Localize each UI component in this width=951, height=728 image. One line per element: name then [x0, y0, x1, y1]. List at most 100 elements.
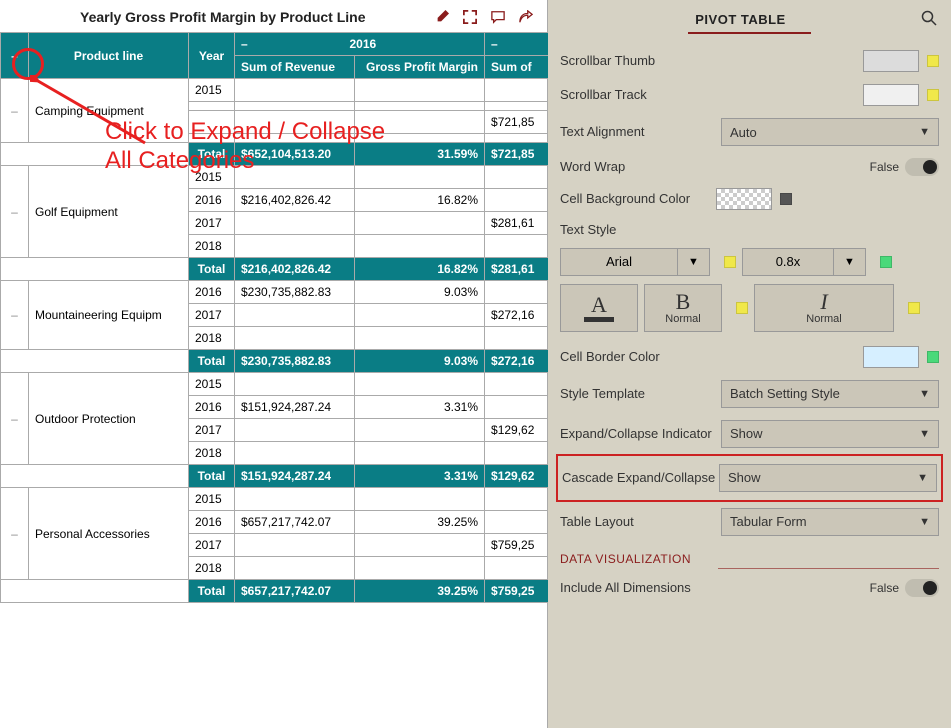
scroll-track-swatch[interactable] — [863, 84, 919, 106]
revenue-cell — [235, 79, 355, 102]
prop-scrollbar-thumb: Scrollbar Thumb — [548, 44, 951, 78]
gpm-cell — [355, 488, 485, 511]
revenue-cell — [235, 557, 355, 580]
revenue2-cell — [485, 373, 549, 396]
row-expand-toggle[interactable]: – — [1, 281, 29, 350]
total-gpm: 39.25% — [355, 580, 485, 603]
prop-border-color: Cell Border Color — [548, 340, 951, 374]
row-expand-toggle[interactable]: – — [1, 79, 29, 143]
row-expand-toggle[interactable]: – — [1, 373, 29, 465]
expand-indicator-dropdown[interactable]: Show▼ — [721, 420, 939, 448]
col-sum-revenue-2[interactable]: Sum of — [485, 56, 549, 79]
year-cell: 2018 — [189, 557, 235, 580]
gpm-cell — [355, 304, 485, 327]
chart-title: Yearly Gross Profit Margin by Product Li… — [80, 9, 425, 25]
year-cell: 2017 — [189, 212, 235, 235]
revenue-cell — [235, 102, 355, 111]
col-sum-revenue[interactable]: Sum of Revenue — [235, 56, 355, 79]
chevron-down-icon: ▼ — [834, 248, 866, 276]
chevron-down-icon: ▼ — [919, 126, 930, 138]
chevron-down-icon: ▼ — [919, 516, 930, 528]
table-layout-dropdown[interactable]: Tabular Form▼ — [721, 508, 939, 536]
revenue2-cell: $721,85 — [485, 111, 549, 134]
status-square — [736, 302, 748, 314]
word-wrap-toggle[interactable] — [905, 158, 939, 176]
style-template-dropdown[interactable]: Batch Setting Style▼ — [721, 380, 939, 408]
revenue2-cell: $272,16 — [485, 304, 549, 327]
fullscreen-icon[interactable] — [459, 6, 481, 28]
cascade-dropdown[interactable]: Show▼ — [719, 464, 937, 492]
revenue2-cell — [485, 79, 549, 102]
col-product-line[interactable]: Product line — [29, 33, 189, 79]
col-year[interactable]: Year — [189, 33, 235, 79]
panel-underline — [688, 32, 811, 34]
product-line-cell: Camping Equipment — [29, 79, 189, 143]
properties-panel: PIVOT TABLE Scrollbar Thumb Scrollbar Tr… — [548, 0, 951, 728]
cell-bg-swatch[interactable] — [716, 188, 772, 210]
font-style-button[interactable]: INormal — [754, 284, 894, 332]
gpm-cell — [355, 111, 485, 134]
include-all-toggle[interactable] — [905, 579, 939, 597]
revenue2-cell — [485, 134, 549, 143]
share-icon[interactable] — [515, 6, 537, 28]
font-color-button[interactable]: A — [560, 284, 638, 332]
prop-text-alignment: Text Alignment Auto▼ — [548, 112, 951, 152]
revenue2-cell — [485, 488, 549, 511]
row-expand-toggle[interactable]: – — [1, 166, 29, 258]
prop-expand-indicator: Expand/Collapse Indicator Show▼ — [548, 414, 951, 454]
year-cell: 2017 — [189, 304, 235, 327]
row-expand-toggle[interactable]: – — [1, 488, 29, 580]
total-gpm: 9.03% — [355, 350, 485, 373]
chevron-down-icon: ▼ — [678, 248, 710, 276]
section-rule — [718, 568, 939, 569]
font-size-dropdown[interactable]: 0.8x▼ — [742, 248, 866, 276]
edit-icon[interactable] — [431, 6, 453, 28]
revenue-cell — [235, 419, 355, 442]
revenue2-cell — [485, 442, 549, 465]
gpm-cell — [355, 166, 485, 189]
revenue-cell — [235, 327, 355, 350]
total-revenue: $230,735,882.83 — [235, 350, 355, 373]
revenue-cell — [235, 235, 355, 258]
gpm-cell — [355, 235, 485, 258]
revenue2-cell: $281,61 — [485, 212, 549, 235]
total-revenue: $652,104,513.20 — [235, 143, 355, 166]
gpm-cell — [355, 79, 485, 102]
col-gross-profit-margin[interactable]: Gross Profit Margin — [355, 56, 485, 79]
title-bar: Yearly Gross Profit Margin by Product Li… — [0, 0, 547, 32]
text-align-dropdown[interactable]: Auto▼ — [721, 118, 939, 146]
pivot-table-pane: Yearly Gross Profit Margin by Product Li… — [0, 0, 548, 728]
col-year-2016[interactable]: –2016 — [235, 33, 485, 56]
font-family-dropdown[interactable]: Arial▼ — [560, 248, 710, 276]
product-line-cell: Personal Accessories — [29, 488, 189, 580]
total-revenue2: $281,61 — [485, 258, 549, 281]
total-label: Total — [189, 258, 235, 281]
prop-include-all-dims: Include All Dimensions False — [548, 573, 951, 603]
status-square — [880, 256, 892, 268]
status-square — [780, 193, 792, 205]
font-weight-button[interactable]: BNormal — [644, 284, 722, 332]
revenue2-cell — [485, 396, 549, 419]
scroll-thumb-swatch[interactable] — [863, 50, 919, 72]
year-cell: 2015 — [189, 488, 235, 511]
revenue-cell: $216,402,826.42 — [235, 189, 355, 212]
status-square — [927, 55, 939, 67]
total-revenue2: $129,62 — [485, 465, 549, 488]
search-icon[interactable] — [921, 10, 939, 28]
prop-text-style-label: Text Style — [548, 216, 951, 244]
year-cell: 2018 — [189, 442, 235, 465]
gpm-cell — [355, 102, 485, 111]
year-cell: 2018 — [189, 327, 235, 350]
revenue-cell — [235, 488, 355, 511]
gpm-cell: 16.82% — [355, 189, 485, 212]
comment-icon[interactable] — [487, 6, 509, 28]
prop-scrollbar-track: Scrollbar Track — [548, 78, 951, 112]
prop-table-layout: Table Layout Tabular Form▼ — [548, 502, 951, 542]
gpm-cell — [355, 557, 485, 580]
dataviz-section-header: DATA VISUALIZATION — [548, 542, 951, 566]
total-gpm: 31.59% — [355, 143, 485, 166]
col-year-next[interactable]: – — [485, 33, 549, 56]
border-color-swatch[interactable] — [863, 346, 919, 368]
expand-all-toggle[interactable]: – — [1, 33, 29, 79]
revenue2-cell: $759,25 — [485, 534, 549, 557]
